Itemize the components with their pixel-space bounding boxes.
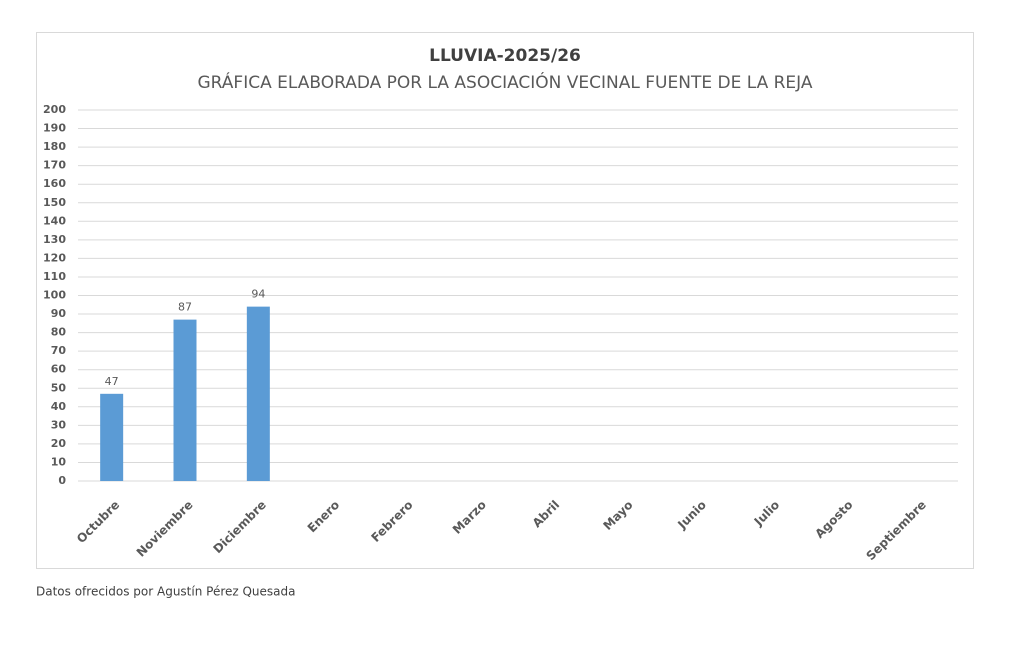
bar	[173, 319, 197, 481]
y-tick-label: 150	[43, 196, 66, 209]
bar	[100, 393, 124, 481]
y-tick-label: 60	[51, 363, 67, 376]
y-tick-label: 50	[51, 381, 67, 394]
y-tick-label: 20	[51, 437, 67, 450]
y-tick-label: 90	[51, 307, 67, 320]
y-tick-label: 40	[51, 400, 67, 413]
y-tick-label: 160	[43, 177, 66, 190]
chart-title: LLUVIA-2025/26	[429, 46, 581, 66]
value-label: 87	[178, 301, 192, 314]
footnote: Datos ofrecidos por Agustín Pérez Quesad…	[36, 585, 296, 599]
chart-subtitle: GRÁFICA ELABORADA POR LA ASOCIACIÓN VECI…	[197, 71, 812, 93]
y-tick-label: 30	[51, 418, 67, 431]
y-tick-label: 190	[43, 122, 66, 135]
y-tick-label: 170	[43, 159, 66, 172]
y-tick-label: 130	[43, 233, 66, 246]
y-tick-label: 80	[51, 326, 67, 339]
value-label: 94	[251, 288, 265, 301]
y-tick-label: 0	[58, 474, 66, 487]
y-tick-label: 200	[43, 103, 66, 116]
bar	[246, 306, 270, 481]
y-tick-label: 120	[43, 251, 66, 264]
y-tick-label: 10	[51, 455, 67, 468]
y-tick-label: 180	[43, 140, 66, 153]
y-tick-label: 140	[43, 214, 66, 227]
value-label: 47	[105, 375, 119, 388]
y-tick-label: 100	[43, 289, 66, 302]
y-tick-label: 70	[51, 344, 67, 357]
y-tick-label: 110	[43, 270, 66, 283]
